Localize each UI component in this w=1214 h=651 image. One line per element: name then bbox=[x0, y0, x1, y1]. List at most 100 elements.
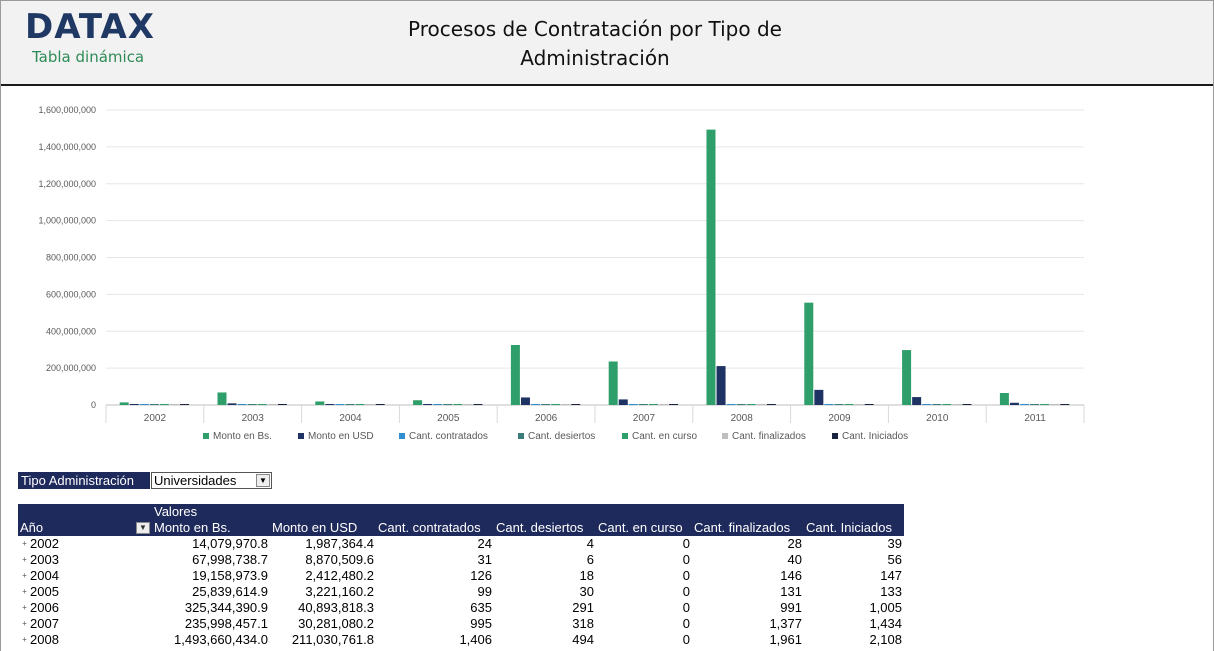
table-cell: 0 bbox=[682, 568, 690, 583]
bar bbox=[608, 361, 618, 405]
bar bbox=[227, 403, 237, 405]
bar bbox=[952, 404, 962, 405]
expand-icon[interactable]: + bbox=[22, 587, 27, 597]
expand-icon[interactable]: + bbox=[22, 571, 27, 581]
bar bbox=[1009, 402, 1019, 405]
bar bbox=[618, 399, 628, 405]
table-row: +2006 325,344,390.9 40,893,818.3 635 291 0 991… bbox=[18, 600, 904, 616]
table-cell: 2,108 bbox=[869, 632, 902, 647]
row-year-cell[interactable]: +2005 bbox=[18, 584, 152, 600]
bar bbox=[463, 404, 473, 405]
bar bbox=[932, 404, 942, 405]
x-tick-label: 2009 bbox=[828, 413, 851, 424]
pivot-column-header-row: Año ▼ Monto en Bs. Monto en USD Cant. cont… bbox=[18, 520, 904, 536]
bar bbox=[1030, 404, 1040, 405]
bar bbox=[1020, 404, 1030, 405]
table-cell: 995 bbox=[470, 616, 492, 631]
y-tick-label: 1,000,000,000 bbox=[38, 216, 96, 226]
table-cell: 28 bbox=[787, 536, 802, 551]
table-cell: 0 bbox=[682, 632, 690, 647]
filter-dropdown-icon[interactable]: ▼ bbox=[256, 474, 270, 487]
table-cell: 1,005 bbox=[869, 600, 902, 615]
bar bbox=[561, 404, 571, 405]
bar bbox=[571, 404, 581, 405]
pivot-column-header: Cant. Iniciados bbox=[804, 520, 904, 536]
table-cell: 99 bbox=[477, 584, 492, 599]
legend-label: Monto en USD bbox=[308, 431, 374, 442]
pivot-values-row: Valores bbox=[18, 504, 904, 520]
y-tick-label: 1,400,000,000 bbox=[38, 142, 96, 152]
table-cell: 325,344,390.9 bbox=[184, 600, 268, 615]
x-tick-label: 2006 bbox=[535, 413, 558, 424]
table-cell: 635 bbox=[470, 600, 492, 615]
pivot-table: Valores Año ▼ Monto en Bs. Monto en USD Ca… bbox=[18, 504, 904, 648]
legend-swatch bbox=[298, 433, 304, 439]
page-title-line-1: Procesos de Contratación por Tipo de bbox=[408, 17, 782, 41]
pivot-corner bbox=[18, 504, 152, 520]
x-tick-label: 2007 bbox=[633, 413, 656, 424]
table-cell: 0 bbox=[682, 552, 690, 567]
table-cell: 1,493,660,434.0 bbox=[174, 632, 268, 647]
x-tick-label: 2010 bbox=[926, 413, 949, 424]
expand-icon[interactable]: + bbox=[22, 603, 27, 613]
row-year-label: 2002 bbox=[30, 536, 59, 551]
bar bbox=[541, 404, 551, 405]
bar bbox=[443, 404, 453, 405]
table-cell: 991 bbox=[780, 600, 802, 615]
page-title-line-2: Administración bbox=[520, 46, 670, 70]
bar bbox=[129, 404, 139, 405]
expand-icon[interactable]: + bbox=[22, 555, 27, 565]
pivot-column-header: Cant. contratados bbox=[376, 520, 494, 536]
pivot-values-label: Valores bbox=[152, 504, 904, 520]
expand-icon[interactable]: + bbox=[22, 539, 27, 549]
bar bbox=[119, 402, 129, 405]
x-tick-label: 2002 bbox=[144, 413, 167, 424]
bar bbox=[746, 404, 756, 405]
y-tick-label: 800,000,000 bbox=[46, 253, 96, 263]
table-cell: 0 bbox=[682, 536, 690, 551]
table-row: +2004 19,158,973.9 2,412,480.2 126 18 0 146 147 bbox=[18, 568, 904, 584]
table-cell: 3,221,160.2 bbox=[305, 584, 374, 599]
table-cell: 4 bbox=[586, 536, 594, 551]
bar bbox=[658, 404, 668, 405]
bar bbox=[433, 404, 443, 405]
legend-swatch bbox=[722, 433, 728, 439]
row-year-cell[interactable]: +2004 bbox=[18, 568, 152, 584]
row-year-cell[interactable]: +2003 bbox=[18, 552, 152, 568]
legend-label: Cant. desiertos bbox=[528, 431, 595, 442]
bar bbox=[669, 404, 679, 405]
bar bbox=[1050, 404, 1060, 405]
y-tick-label: 1,200,000,000 bbox=[38, 179, 96, 189]
row-year-cell[interactable]: +2007 bbox=[18, 616, 152, 632]
bar bbox=[169, 404, 179, 405]
y-tick-label: 200,000,000 bbox=[46, 363, 96, 373]
y-tick-label: 0 bbox=[91, 400, 96, 410]
expand-icon[interactable]: + bbox=[22, 619, 27, 629]
table-cell: 6 bbox=[586, 552, 594, 567]
bar bbox=[510, 345, 520, 405]
row-year-label: 2005 bbox=[30, 584, 59, 599]
expand-icon[interactable]: + bbox=[22, 635, 27, 645]
pivot-column-header: Monto en USD bbox=[270, 520, 376, 536]
bar bbox=[217, 392, 227, 405]
row-year-cell[interactable]: +2006 bbox=[18, 600, 152, 616]
bar bbox=[1040, 404, 1050, 405]
x-tick-label: 2003 bbox=[242, 413, 265, 424]
row-year-cell[interactable]: +2002 bbox=[18, 536, 152, 552]
table-cell: 235,998,457.1 bbox=[184, 616, 268, 631]
row-filter-dropdown-icon[interactable]: ▼ bbox=[136, 522, 150, 534]
legend-label: Cant. en curso bbox=[632, 431, 697, 442]
table-cell: 2,412,480.2 bbox=[305, 568, 374, 583]
filter-select[interactable]: Universidades ▼ bbox=[151, 472, 272, 489]
row-year-cell[interactable]: +2008 bbox=[18, 632, 152, 648]
legend-label: Monto en Bs. bbox=[213, 431, 272, 442]
table-cell: 211,030,761.8 bbox=[291, 632, 374, 647]
pivot-row-header[interactable]: Año ▼ bbox=[18, 520, 152, 536]
bar bbox=[551, 404, 561, 405]
legend-swatch bbox=[203, 433, 209, 439]
table-row: +2007 235,998,457.1 30,281,080.2 995 318 0 1,3… bbox=[18, 616, 904, 632]
bar bbox=[277, 404, 287, 405]
page-header: DATAX Tabla dinámica Procesos de Contrat… bbox=[1, 1, 1213, 86]
table-cell: 1,406 bbox=[459, 632, 492, 647]
filter-value: Universidades bbox=[154, 473, 237, 488]
